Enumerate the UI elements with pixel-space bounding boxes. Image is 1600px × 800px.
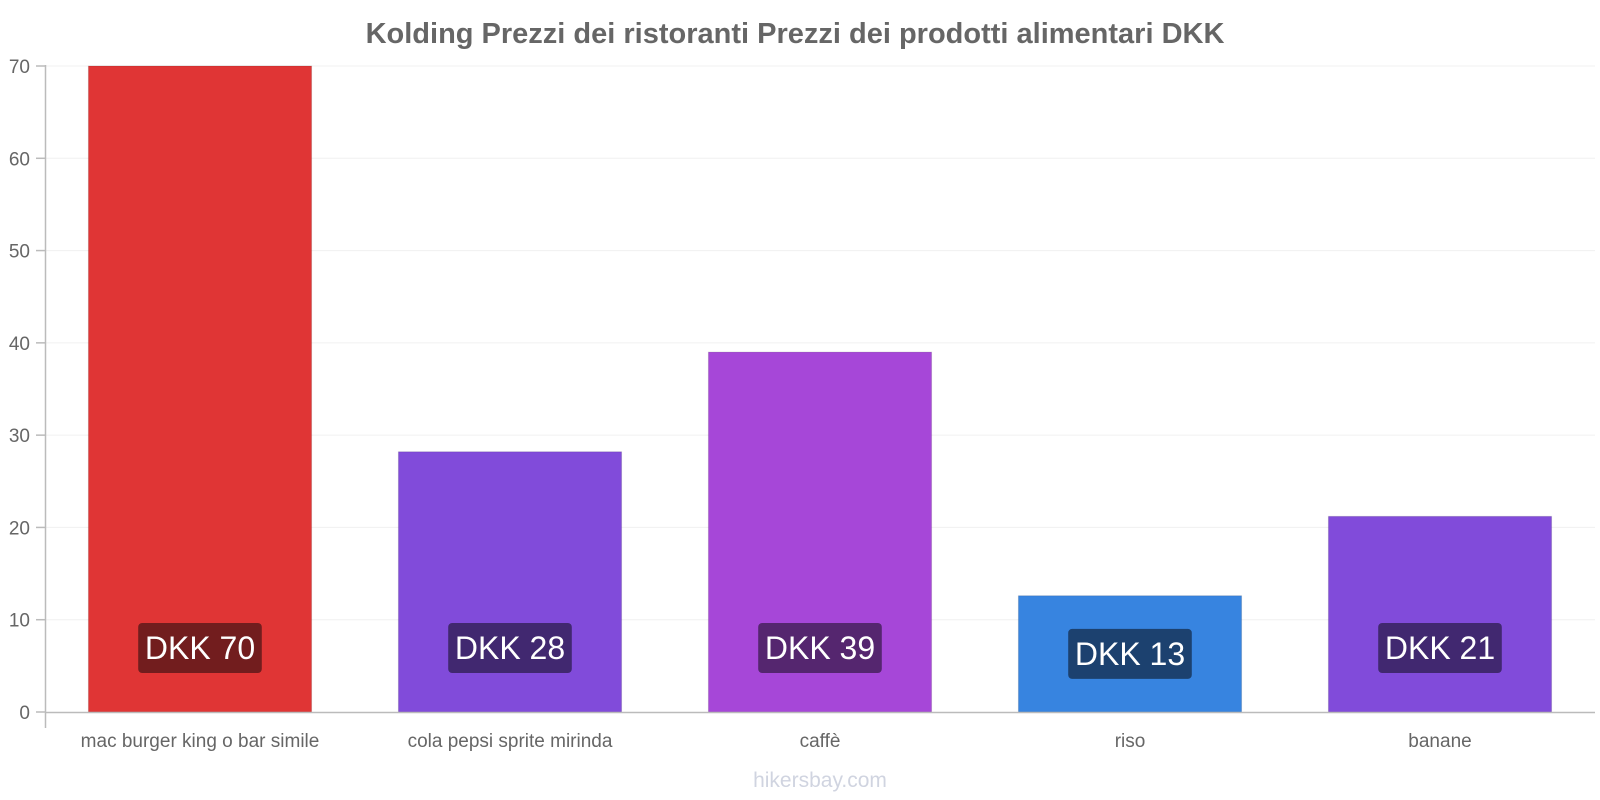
- bar[interactable]: [87, 65, 313, 713]
- y-tick-label: 50: [9, 242, 30, 263]
- y-tick-label: 60: [9, 149, 30, 170]
- data-label: DKK 21: [1385, 630, 1495, 666]
- y-tick-label: 0: [19, 703, 30, 724]
- data-label: DKK 13: [1075, 636, 1185, 672]
- y-tick-label: 70: [9, 57, 30, 78]
- bars: [87, 65, 1553, 713]
- y-axis-ticks: 0 10 20 30 40 50 60 70: [9, 57, 45, 724]
- y-tick-label: 40: [9, 334, 30, 355]
- data-label: DKK 39: [765, 630, 875, 666]
- data-label-background: [448, 623, 572, 673]
- x-category-label: cola pepsi sprite mirinda: [408, 731, 613, 752]
- bar[interactable]: [1327, 515, 1553, 713]
- data-label-background: [1378, 623, 1502, 673]
- x-category-label: banane: [1408, 731, 1471, 752]
- x-category-label: mac burger king o bar simile: [81, 731, 320, 752]
- y-tick-label: 30: [9, 426, 30, 447]
- data-label: DKK 28: [455, 630, 565, 666]
- x-axis-labels: mac burger king o bar simile cola pepsi s…: [81, 731, 1472, 752]
- x-category-label: riso: [1115, 731, 1146, 752]
- footer-watermark[interactable]: hikersbay.com: [753, 769, 887, 792]
- chart-title: Kolding Prezzi dei ristoranti Prezzi dei…: [366, 18, 1225, 50]
- y-tick-label: 10: [9, 611, 30, 632]
- data-label: DKK 70: [145, 630, 255, 666]
- data-label-background: [1068, 628, 1192, 679]
- y-tick-label: 20: [9, 518, 30, 539]
- x-category-label: caffè: [800, 731, 841, 752]
- data-labels: DKK 70 DKK 28 DKK 39 DKK 13 DKK 21: [138, 623, 1502, 679]
- data-label-background: [138, 623, 262, 673]
- data-label-background: [758, 623, 882, 673]
